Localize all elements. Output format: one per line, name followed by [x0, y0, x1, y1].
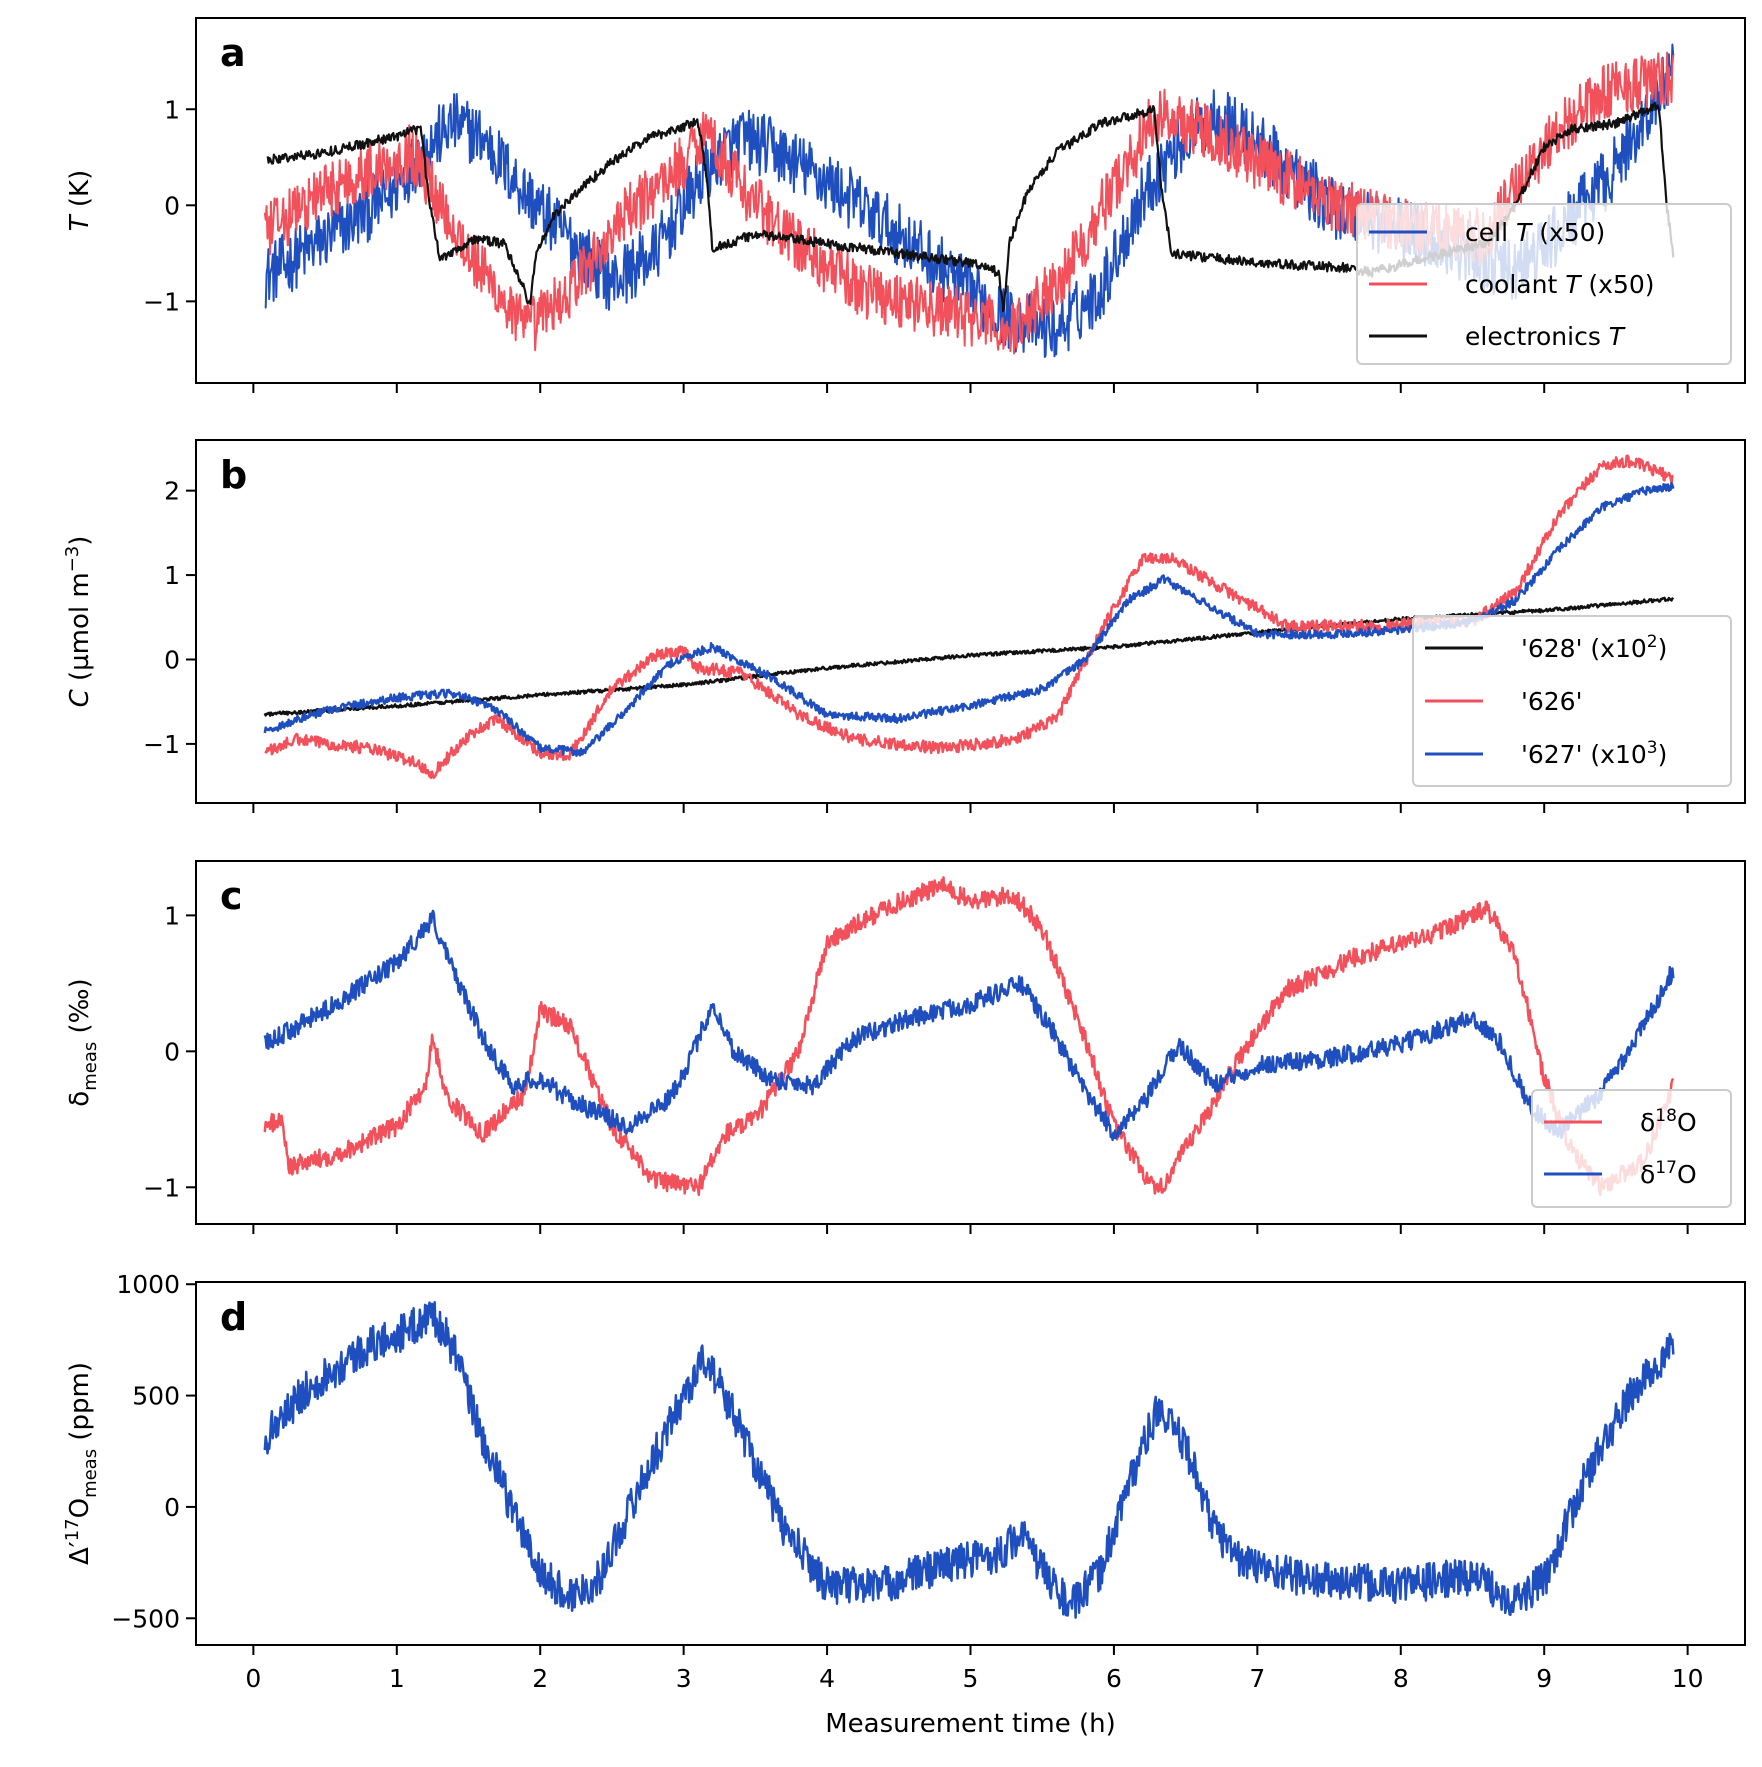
series-line-1 — [263, 909, 1675, 1142]
y-tick-label: 0 — [164, 645, 180, 674]
legend-entry: '628' (x102) — [1521, 632, 1667, 663]
legend-entry: '626' — [1521, 687, 1582, 716]
y-tick-label: 2 — [164, 477, 180, 506]
panel-label: b — [220, 453, 247, 497]
x-tick-label: 0 — [245, 1664, 261, 1693]
legend-entry: '627' (x103) — [1521, 738, 1667, 769]
y-axis-label: T (K) — [65, 170, 95, 232]
y-tick-label: 1 — [164, 901, 180, 930]
x-tick-label: 3 — [676, 1664, 692, 1693]
x-tick-label: 1 — [389, 1664, 405, 1693]
y-axis-label: Δ′17Omeas (ppm) — [62, 1362, 101, 1565]
legend: cell T (x50) coolant T (x50) electronics T — [1356, 203, 1732, 365]
x-tick-label: 6 — [1106, 1664, 1122, 1693]
legend: '628' (x102) '626' '627' (x103) — [1412, 615, 1732, 787]
legend-entry: δ17O — [1640, 1158, 1697, 1189]
y-tick-label: 1 — [164, 561, 180, 590]
y-tick-label: −500 — [111, 1604, 180, 1633]
y-tick-label: 0 — [164, 1493, 180, 1522]
y-tick-label: 1000 — [116, 1270, 180, 1299]
legend-entry: δ18O — [1640, 1106, 1697, 1137]
y-axis-label: δmeas (‰) — [65, 978, 101, 1106]
legend-entry: cell T (x50) — [1465, 218, 1605, 247]
x-tick-label: 9 — [1536, 1664, 1552, 1693]
panel-a: −1 0 1 T (K) a cell T (x50) coolant T (x50) ele… — [65, 17, 1746, 393]
legend: δ18O δ17O — [1531, 1089, 1732, 1208]
legend-entry: electronics T — [1465, 322, 1626, 351]
x-tick-label: 5 — [963, 1664, 979, 1693]
series-group — [263, 1300, 1675, 1619]
x-tick-label: 7 — [1249, 1664, 1265, 1693]
x-axis-label: Measurement time (h) — [825, 1709, 1116, 1739]
y-axis-label: C (µmol m−3) — [62, 536, 95, 708]
panel-d: 0 1 2 3 4 5 6 7 8 9 10 Measurement time (h) −500 0 500… — [62, 1270, 1746, 1739]
x-tick-label: 10 — [1672, 1664, 1704, 1693]
plot-frame — [195, 860, 1746, 1225]
y-tick-label: −1 — [143, 287, 180, 316]
panel-b: −1 0 1 2 C (µmol m−3) b '628' (x102) '626' '627'… — [62, 439, 1746, 813]
y-tick-label: 500 — [132, 1382, 180, 1411]
panel-label: d — [220, 1295, 247, 1339]
series-line-0 — [263, 1300, 1675, 1619]
y-tick-label: 0 — [164, 191, 180, 220]
y-tick-label: 1 — [164, 95, 180, 124]
x-tick-label: 4 — [819, 1664, 835, 1693]
legend-frame — [1412, 615, 1732, 787]
series-group — [263, 876, 1675, 1197]
y-tick-label: 0 — [164, 1037, 180, 1066]
panel-label: a — [220, 31, 246, 75]
panel-label: c — [220, 874, 243, 918]
legend-entry: coolant T (x50) — [1465, 270, 1655, 299]
series-line-0 — [263, 876, 1675, 1197]
y-tick-label: −1 — [143, 730, 180, 759]
legend-frame — [1531, 1089, 1732, 1208]
plot-frame — [195, 1281, 1746, 1646]
legend-frame — [1356, 203, 1732, 365]
panel-c: −1 0 1 δmeas (‰) c δ18O δ17O — [65, 860, 1746, 1234]
x-tick-label: 2 — [532, 1664, 548, 1693]
x-tick-label: 8 — [1393, 1664, 1409, 1693]
y-tick-label: −1 — [143, 1173, 180, 1202]
